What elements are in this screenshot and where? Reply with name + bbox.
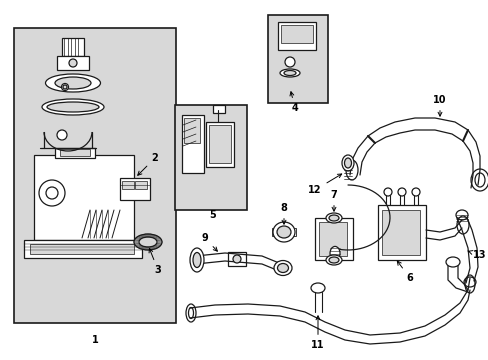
Bar bbox=[281, 25, 312, 43]
Circle shape bbox=[232, 255, 241, 263]
Bar bbox=[182, 115, 203, 173]
Text: 4: 4 bbox=[289, 92, 298, 113]
Ellipse shape bbox=[284, 71, 295, 76]
Bar bbox=[62, 38, 84, 56]
Bar bbox=[227, 252, 245, 266]
Text: 12: 12 bbox=[307, 174, 341, 195]
Ellipse shape bbox=[139, 237, 157, 247]
Bar bbox=[175, 105, 246, 210]
Ellipse shape bbox=[42, 99, 104, 115]
Text: 7: 7 bbox=[330, 190, 337, 211]
Bar bbox=[205, 122, 234, 167]
Ellipse shape bbox=[193, 252, 201, 267]
Circle shape bbox=[61, 84, 68, 90]
Text: 6: 6 bbox=[397, 261, 412, 283]
Circle shape bbox=[63, 85, 67, 89]
Ellipse shape bbox=[57, 130, 67, 140]
Circle shape bbox=[383, 188, 391, 196]
Text: 10: 10 bbox=[432, 95, 446, 116]
Ellipse shape bbox=[55, 77, 91, 89]
Ellipse shape bbox=[134, 234, 162, 250]
Bar bbox=[377, 205, 425, 260]
Ellipse shape bbox=[328, 257, 338, 263]
Ellipse shape bbox=[328, 215, 338, 221]
Ellipse shape bbox=[325, 213, 341, 223]
Circle shape bbox=[397, 188, 405, 196]
Ellipse shape bbox=[190, 248, 203, 272]
Ellipse shape bbox=[47, 102, 99, 112]
Ellipse shape bbox=[310, 283, 325, 293]
Ellipse shape bbox=[445, 257, 459, 267]
Bar bbox=[120, 178, 150, 200]
Text: 2: 2 bbox=[138, 153, 158, 175]
Text: 11: 11 bbox=[311, 316, 324, 350]
Text: 3: 3 bbox=[149, 249, 161, 275]
Text: 5: 5 bbox=[209, 210, 216, 220]
Text: 13: 13 bbox=[467, 250, 486, 260]
Bar bbox=[24, 240, 142, 258]
Bar bbox=[213, 105, 224, 113]
Ellipse shape bbox=[325, 255, 341, 265]
Ellipse shape bbox=[276, 226, 290, 238]
Ellipse shape bbox=[277, 264, 288, 273]
Bar bbox=[183, 118, 200, 143]
Circle shape bbox=[285, 57, 294, 67]
Bar bbox=[208, 125, 230, 163]
Bar bbox=[135, 181, 147, 189]
Bar bbox=[60, 149, 90, 156]
Bar bbox=[289, 228, 295, 236]
Ellipse shape bbox=[341, 155, 353, 171]
Bar bbox=[55, 148, 95, 158]
Text: 9: 9 bbox=[201, 233, 217, 251]
Ellipse shape bbox=[329, 246, 339, 260]
Circle shape bbox=[69, 59, 77, 67]
Ellipse shape bbox=[344, 158, 351, 168]
Bar bbox=[267, 15, 327, 103]
Bar bbox=[314, 218, 352, 260]
Ellipse shape bbox=[273, 261, 291, 275]
Bar bbox=[122, 181, 134, 189]
Bar bbox=[14, 28, 176, 323]
Bar bbox=[34, 155, 134, 240]
Text: 8: 8 bbox=[280, 203, 287, 224]
Bar bbox=[381, 210, 419, 255]
Ellipse shape bbox=[45, 74, 101, 92]
Bar bbox=[57, 56, 89, 70]
Bar bbox=[278, 22, 315, 50]
Bar bbox=[318, 222, 346, 256]
Bar bbox=[271, 228, 278, 236]
Bar bbox=[30, 244, 134, 254]
Ellipse shape bbox=[280, 69, 299, 77]
Text: 1: 1 bbox=[91, 335, 98, 345]
Ellipse shape bbox=[272, 222, 294, 242]
Circle shape bbox=[411, 188, 419, 196]
